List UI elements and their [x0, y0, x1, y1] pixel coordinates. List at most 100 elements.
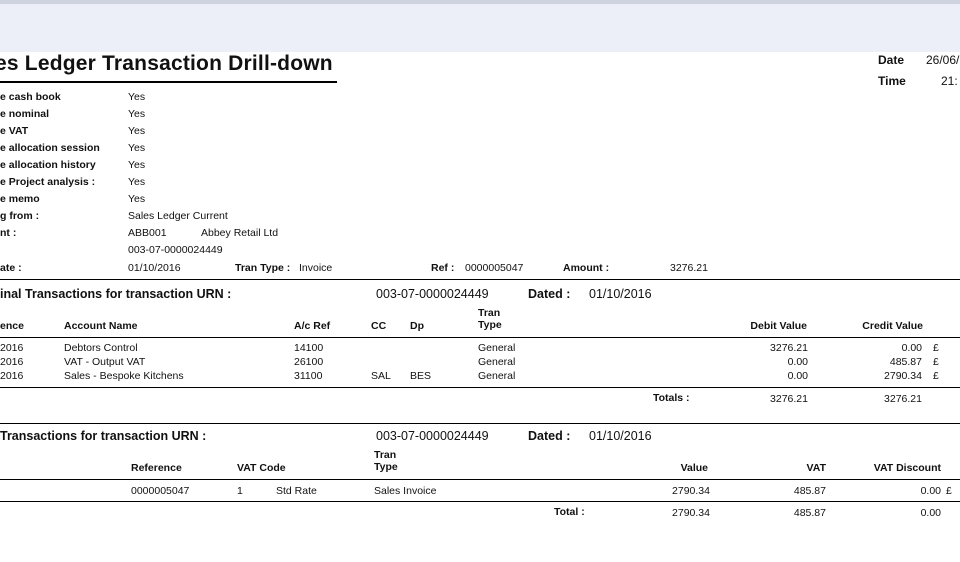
cell-debit: 3276.21 [770, 342, 808, 354]
col-vat-discount: VAT Discount [873, 462, 941, 474]
detail-label: e allocation session [0, 142, 100, 154]
col-credit-value: Credit Value [862, 320, 923, 332]
detail-label: e nominal [0, 108, 50, 120]
cell-debit: 0.00 [787, 370, 808, 382]
amount-label: Amount : [563, 262, 610, 274]
cell-ref: 2016 [0, 356, 24, 368]
nominal-rows-rule [0, 387, 960, 388]
cell-credit: 485.87 [889, 356, 922, 368]
detail-label: e Project analysis : [0, 176, 96, 188]
title-underline [0, 81, 337, 83]
section-divider [0, 279, 960, 280]
nominal-header-rule [0, 337, 960, 338]
cell-dp: BES [410, 370, 432, 382]
cell-ac-ref: 26100 [294, 356, 324, 368]
col-vat-amount: VAT [806, 462, 826, 474]
nominal-totals-label: Totals : [653, 392, 690, 404]
col-cc: CC [371, 320, 387, 332]
ref-label: Ref : [431, 262, 455, 274]
detail-label: nt : [0, 227, 17, 239]
detail-label: e VAT [0, 125, 29, 137]
cell-type: General [478, 342, 516, 354]
cell-currency: £ [946, 485, 952, 497]
cell-reference: 0000005047 [131, 485, 190, 497]
nominal-dated-value: 01/10/2016 [589, 287, 652, 301]
account-code: ABB001 [128, 227, 167, 239]
cell-vat: 485.87 [793, 485, 826, 497]
cell-type: General [478, 370, 516, 382]
detail-value: Yes [128, 125, 146, 137]
cell-ac-ref: 31100 [294, 370, 323, 382]
cell-credit: 2790.34 [884, 370, 922, 382]
col-account-name: Account Name [64, 320, 138, 332]
cell-type: General [478, 356, 516, 368]
cell-account: Debtors Control [64, 342, 138, 354]
nominal-urn: 003-07-0000024449 [376, 287, 489, 301]
account-name: Abbey Retail Ltd [201, 227, 279, 239]
cell-currency: £ [933, 370, 939, 382]
nominal-dated-label: Dated : [528, 287, 571, 301]
detail-value: Yes [128, 176, 146, 188]
col-vat-value: Value [680, 462, 708, 474]
vat-total-vat: 485.87 [793, 507, 826, 519]
vat-total-value: 2790.34 [672, 507, 710, 519]
detail-label: e cash book [0, 91, 61, 103]
vat-urn: 003-07-0000024449 [376, 429, 489, 443]
vat-header-rule [0, 479, 960, 480]
cell-currency: £ [933, 356, 939, 368]
detail-label: e memo [0, 193, 40, 205]
cell-vat-code: 1 [237, 485, 243, 497]
detail-value: Yes [128, 142, 146, 154]
vat-dated-label: Dated : [528, 429, 571, 443]
detail-label: e allocation history [0, 159, 96, 171]
time-value: 21: [941, 74, 958, 88]
nominal-total-credit: 3276.21 [884, 393, 922, 405]
col-vat-reference: Reference [131, 462, 182, 474]
cell-value: 2790.34 [672, 485, 710, 497]
cell-account: VAT - Output VAT [64, 356, 146, 368]
col-vat-code: VAT Code [237, 462, 286, 474]
col-debit-value: Debit Value [750, 320, 807, 332]
col-tran-type-line2: Type [478, 319, 502, 331]
summary-date-label: ate : [0, 262, 22, 274]
cell-debit: 0.00 [787, 356, 808, 368]
report-title: es Ledger Transaction Drill-down [0, 52, 333, 75]
transaction-urn: 003-07-0000024449 [128, 244, 223, 256]
cell-vat-rate: Std Rate [276, 485, 317, 497]
col-vat-tran-type-line2: Type [374, 461, 398, 473]
tran-type-label: Tran Type : [235, 262, 291, 274]
col-tran-type-line1: Tran [478, 307, 501, 319]
col-reference: ence [0, 320, 24, 332]
detail-value: Sales Ledger Current [128, 210, 228, 222]
ref-value: 0000005047 [465, 262, 524, 274]
cell-type: Sales Invoice [374, 485, 437, 497]
vat-total-discount: 0.00 [920, 507, 941, 519]
cell-account: Sales - Bespoke Kitchens [64, 370, 184, 382]
cell-cc: SAL [371, 370, 391, 382]
vat-section-heading: Transactions for transaction URN : [0, 429, 207, 443]
date-label: Date [878, 53, 905, 67]
detail-value: Yes [128, 108, 146, 120]
date-value: 26/06/ [926, 53, 960, 67]
vat-total-label: Total : [554, 506, 585, 518]
cell-credit: 0.00 [901, 342, 922, 354]
nominal-total-debit: 3276.21 [770, 393, 808, 405]
time-label: Time [878, 74, 906, 88]
section-divider [0, 423, 960, 424]
tran-type-value: Invoice [299, 262, 333, 274]
detail-value: Yes [128, 193, 146, 205]
cell-ref: 2016 [0, 370, 24, 382]
detail-value: Yes [128, 91, 146, 103]
amount-value: 3276.21 [670, 262, 708, 274]
col-vat-tran-type-line1: Tran [374, 449, 397, 461]
detail-label: g from : [0, 210, 40, 222]
col-ac-ref: A/c Ref [294, 320, 331, 332]
cell-ac-ref: 14100 [294, 342, 324, 354]
summary-date-value: 01/10/2016 [128, 262, 181, 274]
vat-rows-rule [0, 501, 960, 502]
viewer-toolbar [0, 0, 960, 52]
detail-value: Yes [128, 159, 146, 171]
nominal-section-heading: inal Transactions for transaction URN : [0, 287, 232, 301]
vat-dated-value: 01/10/2016 [589, 429, 652, 443]
cell-currency: £ [933, 342, 939, 354]
